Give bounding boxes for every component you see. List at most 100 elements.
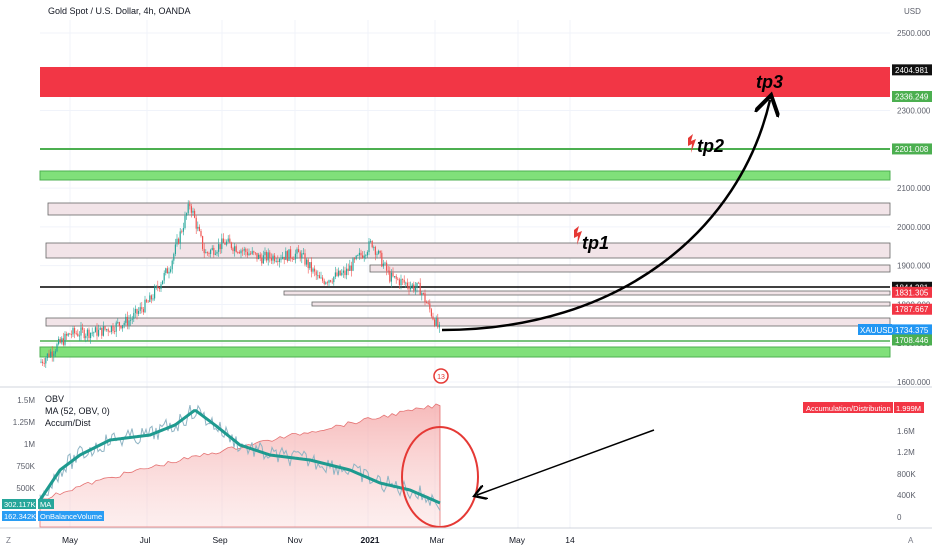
candle-body: [403, 279, 405, 283]
candle-body: [293, 259, 295, 261]
accum-dist-badge: Accumulation/Distribution 1.999M: [803, 402, 924, 413]
candle-body: [210, 249, 212, 254]
candle-body: [251, 251, 253, 254]
candle-body: [237, 252, 239, 253]
candle-body: [235, 246, 237, 253]
candle-body: [386, 262, 388, 271]
candle-body: [166, 268, 168, 274]
candle-body: [374, 247, 376, 255]
legend-obv[interactable]: OBV: [45, 394, 64, 404]
legend-ma[interactable]: MA (52, OBV, 0): [45, 406, 110, 416]
candle-body: [294, 253, 296, 260]
candle-body: [339, 270, 341, 276]
candle-body: [229, 238, 231, 243]
auto-scale-icon[interactable]: A: [908, 536, 914, 545]
gridlines: [40, 20, 890, 528]
candle-body: [130, 319, 132, 321]
candle-body: [373, 247, 375, 248]
support-zone-green: [39, 170, 891, 181]
event-marker[interactable]: 13: [433, 368, 449, 384]
candle-body: [109, 331, 111, 333]
candle-body: [75, 333, 77, 335]
candle-body: [416, 282, 418, 288]
candle-body: [277, 261, 279, 262]
candle-body: [278, 258, 280, 262]
indicator-left-tick: 500K: [16, 484, 35, 493]
candle-body: [205, 252, 207, 254]
resistance-box: [283, 290, 891, 296]
candle-body: [322, 277, 324, 281]
candle-body: [334, 272, 336, 277]
price-badge: [892, 143, 932, 155]
candle-body: [270, 257, 272, 261]
candle-body: [107, 329, 109, 332]
candle-body: [208, 253, 210, 254]
candle-body: [397, 278, 399, 280]
candle-body: [202, 236, 204, 249]
candle-body: [218, 244, 220, 252]
price-tick-label: 2300.000: [897, 107, 931, 116]
candle-body: [155, 285, 157, 288]
candle-body: [291, 258, 293, 260]
candle-body: [86, 329, 88, 336]
resistance-box: [369, 264, 891, 273]
ma-line: [38, 409, 441, 505]
candle-body: [104, 326, 106, 330]
candle-body: [346, 268, 348, 276]
candle-body: [400, 279, 402, 286]
candle-body: [283, 256, 285, 260]
candle-body: [342, 270, 344, 273]
indicator-right-axis: 1.6M 1.2M 800K 400K 0: [897, 427, 916, 522]
candle-body: [426, 302, 428, 304]
indicator-right-tick: 400K: [897, 491, 916, 500]
candle-body: [336, 272, 338, 276]
candle-body: [128, 320, 130, 326]
candle-body: [259, 254, 261, 258]
candle-body: [61, 338, 63, 343]
candle-body: [59, 338, 61, 343]
candle-body: [438, 324, 440, 328]
candle-body: [138, 310, 140, 314]
candle-body: [421, 293, 423, 295]
projection-arrow: [441, 100, 770, 332]
resistance-box: [311, 301, 891, 307]
candle-body: [411, 284, 413, 287]
zoom-icon[interactable]: Z: [6, 536, 11, 545]
candle-body: [314, 268, 316, 272]
candle-body: [173, 253, 175, 261]
candle-body: [179, 231, 181, 244]
candle-body: [381, 252, 383, 267]
candle-body: [198, 226, 200, 231]
candle-body: [51, 351, 53, 357]
candle-body: [147, 301, 149, 303]
candle-body: [171, 260, 173, 270]
legend-accum-dist[interactable]: Accum/Dist: [45, 418, 91, 428]
candle-body: [376, 253, 378, 255]
candle-body: [384, 262, 386, 264]
candle-body: [258, 254, 260, 260]
candle-body: [56, 344, 58, 352]
candle-body: [50, 351, 52, 357]
candle-body: [93, 332, 95, 334]
candle-body: [330, 280, 332, 282]
candle-body: [158, 287, 160, 289]
candle-body: [299, 252, 301, 259]
candle-body: [310, 262, 312, 272]
candle-body: [118, 322, 120, 326]
candle-body: [405, 282, 407, 284]
symbol-tag-label: XAUUSD: [860, 326, 894, 335]
price-badge: [892, 303, 932, 315]
highlight-circle: [401, 426, 479, 528]
price-badges: 2404.9812336.2492201.0081844.2811831.305…: [892, 64, 932, 346]
candle-body: [326, 282, 328, 284]
candle-body: [94, 327, 96, 333]
time-axis[interactable]: May Jul Sep Nov 2021 Mar May 14: [62, 535, 575, 545]
chart-title: Gold Spot / U.S. Dollar, 4h, OANDA: [48, 6, 191, 16]
candle-body: [434, 319, 436, 326]
tp1-label: tp1: [582, 233, 609, 253]
candle-body: [187, 203, 189, 214]
candle-body: [117, 322, 119, 323]
candle-body: [174, 244, 176, 254]
candle-body: [354, 258, 356, 260]
